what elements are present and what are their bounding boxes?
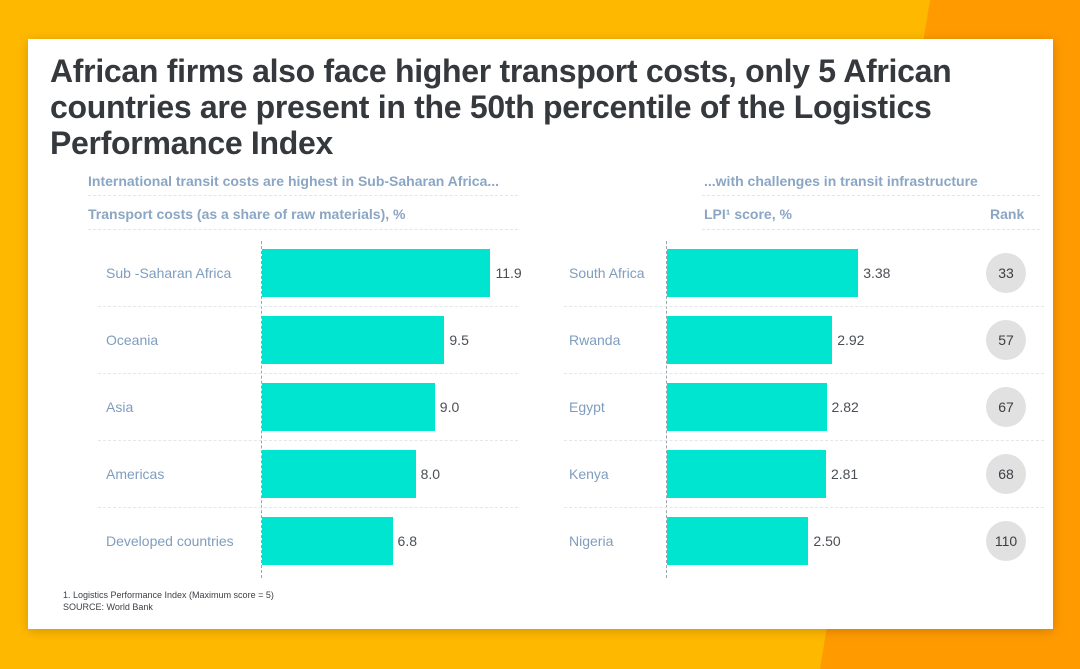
right-axis-label: LPI¹ score, % bbox=[704, 206, 792, 222]
left-value-label: 9.0 bbox=[439, 399, 460, 415]
right-bar bbox=[667, 450, 826, 498]
rank-header: Rank bbox=[990, 206, 1025, 222]
left-value-label: 6.8 bbox=[397, 533, 418, 549]
right-value-label: 2.92 bbox=[837, 332, 865, 348]
right-rank-badge: 33 bbox=[986, 253, 1026, 293]
right-category-label: Kenya bbox=[569, 466, 609, 482]
right-category-label: Egypt bbox=[569, 399, 605, 415]
left-axis-line bbox=[261, 241, 262, 578]
right-bar bbox=[667, 517, 809, 565]
right-rank-badge: 110 bbox=[986, 521, 1026, 561]
right-rank-badge: 57 bbox=[986, 320, 1026, 360]
right-bar bbox=[667, 316, 833, 364]
left-axis-label: Transport costs (as a share of raw mater… bbox=[88, 206, 406, 222]
left-bar bbox=[262, 517, 393, 565]
right-category-label: Nigeria bbox=[569, 533, 614, 549]
left-category-label: Sub -Saharan Africa bbox=[106, 265, 232, 281]
right-header-divider bbox=[702, 195, 1040, 196]
left-category-label: Asia bbox=[106, 399, 134, 415]
right-row-divider bbox=[564, 306, 1044, 307]
chart-card: African firms also face higher transport… bbox=[28, 39, 1053, 629]
right-row-divider bbox=[564, 507, 1044, 508]
source-note: SOURCE: World Bank bbox=[63, 602, 153, 612]
right-bar bbox=[667, 383, 827, 431]
left-chart-title: International transit costs are highest … bbox=[88, 173, 500, 189]
right-row-divider bbox=[564, 373, 1044, 374]
right-axis-line bbox=[666, 241, 667, 578]
footnote: 1. Logistics Performance Index (Maximum … bbox=[63, 590, 274, 600]
right-rank-badge: 67 bbox=[986, 387, 1026, 427]
right-value-label: 2.81 bbox=[830, 466, 859, 482]
page-title: African firms also face higher transport… bbox=[50, 53, 952, 161]
right-row-divider bbox=[564, 440, 1044, 441]
right-category-label: Rwanda bbox=[569, 332, 621, 348]
left-row-divider bbox=[98, 373, 518, 374]
right-category-label: South Africa bbox=[569, 265, 645, 281]
left-bar bbox=[262, 249, 491, 297]
left-bar bbox=[262, 316, 445, 364]
left-row-divider bbox=[98, 507, 518, 508]
right-header-divider-2 bbox=[702, 229, 1040, 230]
left-value-label: 8.0 bbox=[420, 466, 441, 482]
right-value-label: 3.38 bbox=[863, 265, 891, 281]
left-category-label: Oceania bbox=[106, 332, 159, 348]
right-bar bbox=[667, 249, 859, 297]
left-row-divider bbox=[98, 440, 518, 441]
left-bar bbox=[262, 450, 416, 498]
right-chart-title: ...with challenges in transit infrastruc… bbox=[704, 173, 978, 189]
right-value-label: 2.82 bbox=[831, 399, 859, 415]
left-value-label: 11.9 bbox=[495, 265, 522, 281]
right-rank-badge: 68 bbox=[986, 454, 1026, 494]
left-category-label: Americas bbox=[106, 466, 165, 482]
left-bar bbox=[262, 383, 435, 431]
left-value-label: 9.5 bbox=[449, 332, 469, 348]
left-row-divider bbox=[98, 306, 518, 307]
left-header-divider-2 bbox=[88, 229, 518, 230]
left-category-label: Developed countries bbox=[106, 533, 234, 549]
right-value-label: 2.50 bbox=[813, 533, 841, 549]
left-header-divider bbox=[88, 195, 518, 196]
